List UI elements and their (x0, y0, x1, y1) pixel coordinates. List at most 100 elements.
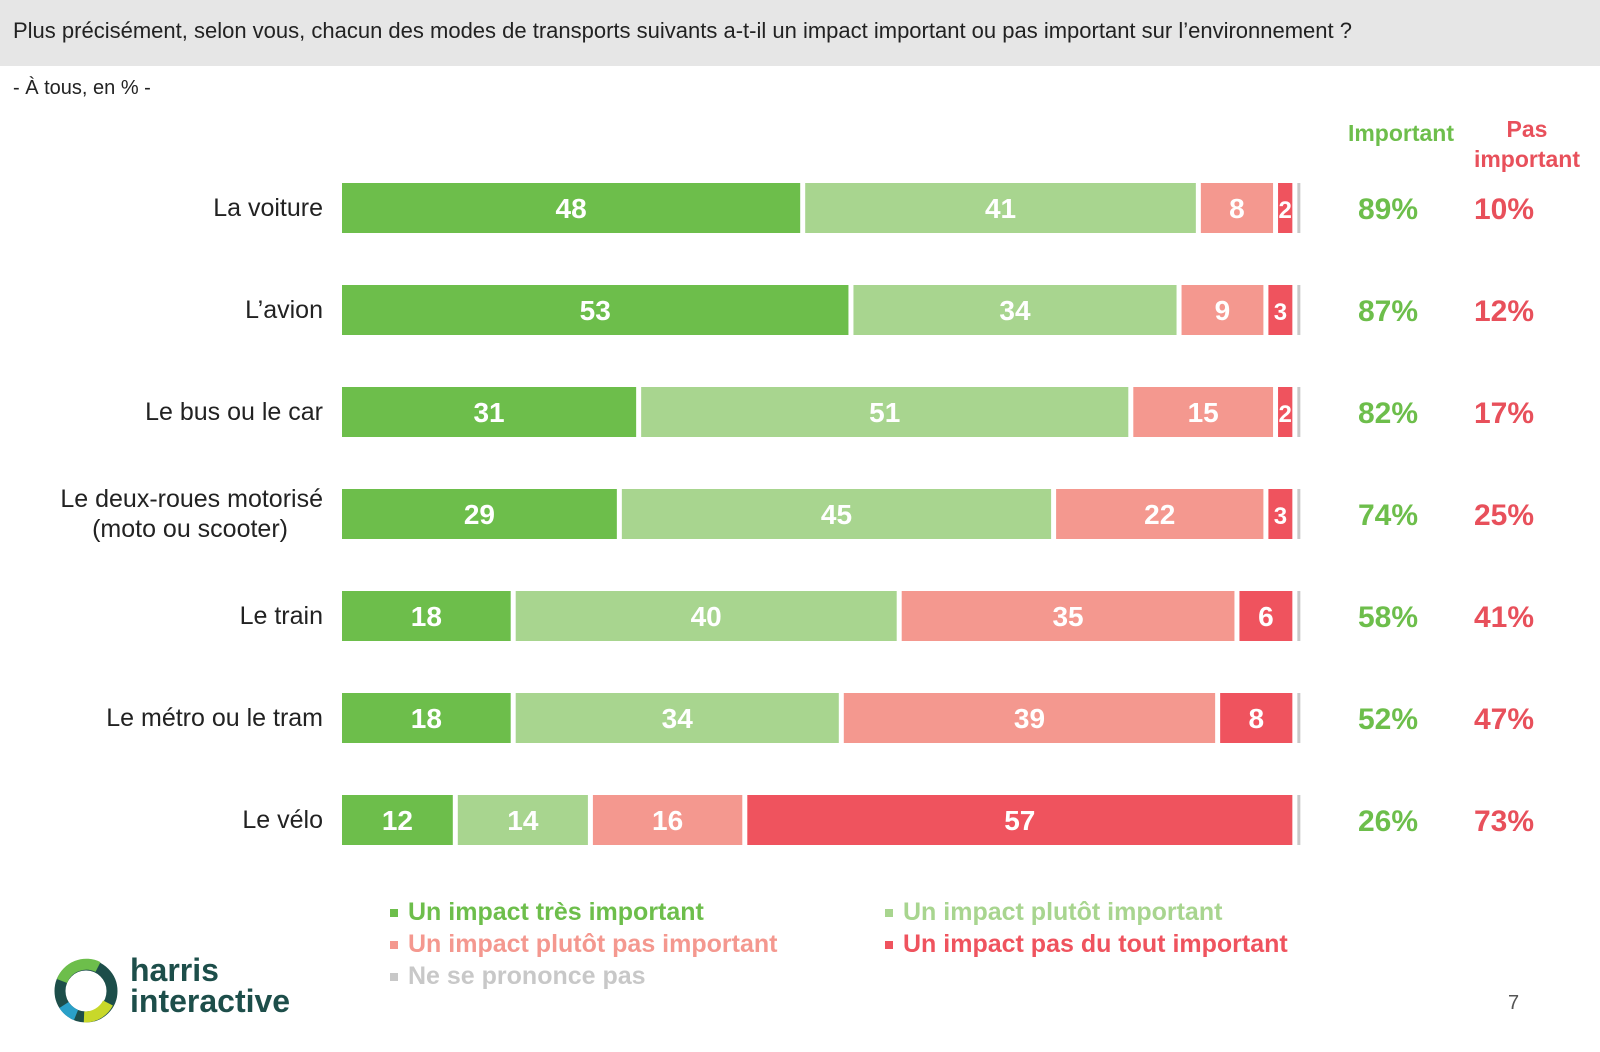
data-label: 18 (411, 601, 442, 632)
data-label: 8 (1229, 193, 1245, 224)
bar-segment (901, 591, 1235, 641)
bar-segment (747, 795, 1293, 845)
bar-segment (853, 285, 1177, 335)
total-pas-important: 47% (1474, 703, 1534, 736)
logo-ring-icon (54, 958, 118, 1023)
total-pas-important: 41% (1474, 601, 1534, 634)
bar-segment (515, 591, 897, 641)
legend-swatch (885, 940, 893, 949)
bar-segment (1297, 285, 1301, 335)
data-label: 22 (1144, 499, 1175, 530)
total-pas-important: 73% (1474, 805, 1534, 838)
data-label: 8 (1248, 703, 1264, 734)
category-label-line: Le train (239, 602, 323, 630)
question-title: Plus précisément, selon vous, chacun des… (13, 18, 1352, 43)
data-label: 15 (1188, 397, 1219, 428)
data-label: 57 (1004, 805, 1035, 836)
total-pas-important: 10% (1474, 193, 1534, 226)
bar-segment (1297, 489, 1301, 539)
data-label: 48 (556, 193, 587, 224)
category-label: Le deux-roues motorisé (moto ou scooter) (3, 484, 323, 544)
logo-line1: harris (130, 952, 219, 988)
total-important: 87% (1358, 295, 1418, 328)
legend-item: Un impact plutôt important (885, 898, 1222, 927)
total-important: 58% (1358, 601, 1418, 634)
bar-segment (1268, 489, 1293, 539)
category-label-line: L’avion (245, 296, 323, 324)
category-label: Le bus ou le car (3, 397, 323, 427)
legend-swatch (390, 940, 398, 949)
column-header-pas-important: Pas important (1462, 114, 1592, 174)
bar-segment (1297, 591, 1301, 641)
total-pas-important: 12% (1474, 295, 1534, 328)
legend-label: Un impact très important (408, 898, 704, 926)
data-label: 14 (507, 805, 539, 836)
data-label: 34 (999, 295, 1031, 326)
base-subtitle: - À tous, en % - (13, 77, 151, 99)
bar-segment (342, 387, 637, 437)
legend-item: Un impact plutôt pas important (390, 930, 777, 959)
legend-swatch (390, 972, 398, 981)
data-label: 51 (869, 397, 900, 428)
total-pas-important: 17% (1474, 397, 1534, 430)
bar-segment (342, 489, 617, 539)
legend-label: Un impact plutôt pas important (408, 930, 778, 958)
bar-segment (1268, 285, 1293, 335)
bar-segment (1220, 693, 1293, 743)
legend-swatch (390, 908, 398, 917)
legend-label: Ne se prononce pas (408, 962, 646, 990)
column-header-pas-line1: Pas (1506, 116, 1548, 142)
legend: Un impact très important Un impact plutôt… (390, 898, 1390, 1008)
logo-text: harris interactive (130, 952, 291, 1019)
data-label: 2 (1279, 197, 1292, 224)
category-label-line: Le bus ou le car (145, 398, 323, 426)
category-label: Le vélo (3, 805, 323, 835)
bar-segment (1297, 693, 1301, 743)
data-label: 53 (580, 295, 611, 326)
legend-swatch (885, 908, 893, 917)
data-label: 16 (652, 805, 683, 836)
bar-segment (342, 795, 453, 845)
data-label: 9 (1215, 295, 1231, 326)
bar-segment (592, 795, 743, 845)
bar-segment (1278, 183, 1293, 233)
total-pas-important: 25% (1474, 499, 1534, 532)
bar-segment (1133, 387, 1274, 437)
bar-segment (342, 591, 511, 641)
category-label: La voiture (3, 193, 323, 223)
bar-segment (457, 795, 588, 845)
category-label-line: Le deux-roues motorisé (60, 485, 323, 513)
category-label-line: La voiture (213, 194, 323, 222)
bar-segment (1297, 183, 1301, 233)
category-label: L’avion (3, 295, 323, 325)
legend-item: Ne se prononce pas (390, 962, 646, 991)
column-header-important: Important (1347, 120, 1455, 146)
data-label: 18 (411, 703, 442, 734)
legend-label: Un impact pas du tout important (903, 930, 1288, 958)
data-label: 35 (1052, 601, 1083, 632)
total-important: 74% (1358, 499, 1418, 532)
category-label-line: Le métro ou le tram (106, 704, 323, 732)
bar-segment (342, 183, 801, 233)
bar-segment (342, 693, 511, 743)
data-label: 41 (985, 193, 1016, 224)
logo-line2: interactive (130, 983, 291, 1019)
data-label: 2 (1279, 401, 1292, 428)
data-label: 40 (691, 601, 722, 632)
total-important: 52% (1358, 703, 1418, 736)
bar-segment (1297, 795, 1301, 845)
legend-item: Un impact très important (390, 898, 704, 927)
data-label: 3 (1274, 503, 1287, 530)
total-important: 26% (1358, 805, 1418, 838)
data-label: 6 (1258, 601, 1274, 632)
bar-segment (1239, 591, 1293, 641)
data-label: 31 (473, 397, 504, 428)
data-label: 3 (1274, 299, 1287, 326)
category-label-line: (moto ou scooter) (92, 515, 288, 543)
data-label: 29 (464, 499, 495, 530)
bar-segment (1181, 285, 1264, 335)
harris-interactive-logo: harris interactive (50, 952, 310, 1030)
header-band: Plus précisément, selon vous, chacun des… (0, 0, 1600, 66)
page-number: 7 (1508, 992, 1520, 1014)
